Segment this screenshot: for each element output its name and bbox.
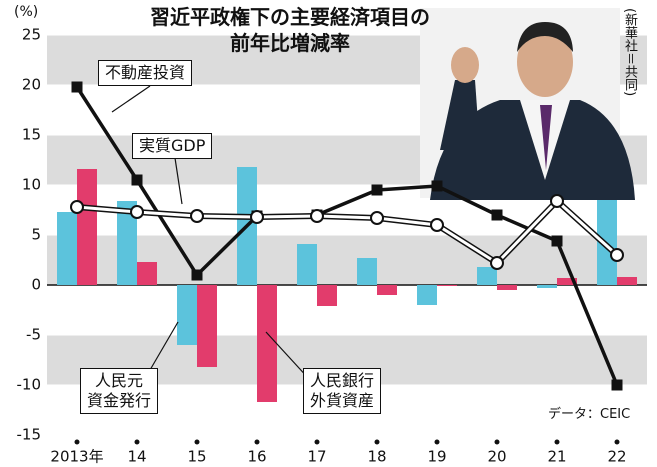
x-tick-label: 22 (607, 448, 626, 466)
y-tick-label: 10 (22, 176, 41, 194)
leader-line (174, 157, 183, 205)
marker (130, 205, 144, 219)
x-tick-dot (314, 439, 320, 445)
bar (477, 267, 497, 285)
leader-line (265, 331, 311, 381)
x-tick-label: 16 (247, 448, 266, 466)
x-tick-label: 17 (307, 448, 326, 466)
bar (617, 277, 637, 285)
y-tick-label: 5 (31, 226, 41, 244)
source: データ：CEIC (548, 407, 631, 422)
bar (557, 278, 577, 285)
bar (57, 212, 77, 285)
bar (117, 201, 137, 285)
y-tick-label: -5 (26, 326, 41, 344)
bar (357, 258, 377, 285)
x-tick-label: 15 (187, 448, 206, 466)
y-tick-label: 0 (31, 276, 41, 294)
marker (430, 218, 444, 232)
bar (137, 262, 157, 285)
x-tick-dot (614, 439, 620, 445)
marker (71, 81, 83, 93)
bar (197, 285, 217, 367)
marker (310, 209, 324, 223)
x-tick-label: 14 (127, 448, 146, 466)
x-tick-dot (494, 439, 500, 445)
x-tick-label: 21 (547, 448, 566, 466)
leader-line (149, 321, 179, 371)
marker (70, 200, 84, 214)
bar (77, 169, 97, 285)
marker (190, 209, 204, 223)
bar (537, 285, 557, 288)
marker (371, 184, 383, 196)
x-tick-label: 19 (427, 448, 446, 466)
marker (431, 180, 443, 192)
x-tick-dot (434, 439, 440, 445)
marker (370, 211, 384, 225)
x-tick-label: 2013年 (50, 448, 103, 466)
legend-label: 実質GDP (132, 133, 213, 159)
marker (131, 174, 143, 186)
x-tick-label: 20 (487, 448, 506, 466)
bar (417, 285, 437, 305)
marker (550, 194, 564, 208)
y-axis-label: (%) (14, 4, 39, 20)
bar (377, 285, 397, 295)
marker (551, 235, 563, 247)
x-tick-dot (554, 439, 560, 445)
marker (191, 269, 203, 281)
line (76, 198, 619, 265)
photo (420, 8, 635, 200)
y-tick-label: 20 (22, 76, 41, 94)
x-tick-dot (254, 439, 260, 445)
x-tick-dot (374, 439, 380, 445)
bar (257, 285, 277, 402)
marker (491, 209, 503, 221)
y-tick-label: -15 (17, 426, 42, 444)
x-tick-dot (194, 439, 200, 445)
marker (611, 379, 623, 391)
marker (610, 248, 624, 262)
legend-label: 人民元 資金発行 (80, 368, 159, 414)
legend-label: 人民銀行 外貨資産 (303, 368, 382, 414)
bar (177, 285, 197, 345)
marker (250, 210, 264, 224)
photo-credit: (新華社＝共同) (622, 8, 637, 97)
x-tick-label: 18 (367, 448, 386, 466)
leader-line (111, 85, 151, 113)
x-tick-dot (134, 439, 140, 445)
bar (297, 244, 317, 285)
y-tick-label: 15 (22, 126, 41, 144)
bar (437, 285, 457, 286)
bar (497, 285, 517, 290)
chart-title: 習近平政権下の主要経済項目の 前年比増減率 (150, 5, 430, 55)
y-tick-label: 25 (22, 26, 41, 44)
x-tick-dot (74, 439, 80, 445)
bar (317, 285, 337, 306)
marker (490, 256, 504, 270)
y-tick-label: -10 (17, 376, 42, 394)
bar (597, 190, 617, 285)
legend-label: 不動産投資 (98, 60, 193, 86)
